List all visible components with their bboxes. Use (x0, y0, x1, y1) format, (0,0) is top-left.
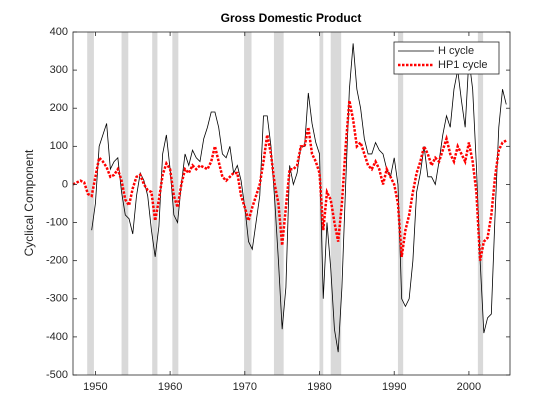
y-axis-label: Cyclical Component (22, 149, 36, 256)
y-tick-label: 100 (50, 140, 68, 152)
y-tick-label: 400 (50, 26, 68, 38)
x-tick-label: 1970 (233, 381, 257, 393)
y-tick-label: 200 (50, 102, 68, 114)
x-tick-label: 1980 (307, 381, 331, 393)
legend-label: H cycle (438, 45, 474, 57)
y-tick-label: -300 (46, 293, 68, 305)
y-tick-label: 0 (62, 178, 68, 190)
recession-band (87, 32, 94, 375)
legend: H cycle HP1 cycle (393, 41, 500, 75)
axes-box (72, 31, 511, 376)
chart-title: Gross Domestic Product (221, 11, 362, 25)
recession-band (397, 32, 404, 375)
y-tick-label: 300 (50, 64, 68, 76)
y-tick-label: -200 (46, 255, 68, 267)
x-tick-label: 1950 (83, 381, 107, 393)
legend-box (393, 41, 500, 75)
x-tick-label: 1960 (158, 381, 182, 393)
y-tick-label: -100 (46, 216, 68, 228)
recession-band (477, 32, 484, 375)
recession-band (244, 32, 252, 375)
recession-band (121, 32, 129, 375)
recession-band (152, 32, 158, 375)
series-line (72, 100, 507, 261)
x-tick-label: 2000 (457, 381, 481, 393)
legend-label: HP1 cycle (438, 59, 488, 71)
x-tick-label: 1990 (382, 381, 406, 393)
recession-band (172, 32, 179, 375)
y-tick-label: -400 (46, 331, 68, 343)
recession-band (330, 32, 342, 375)
plot-area (73, 32, 510, 375)
y-tick-label: -500 (46, 369, 68, 381)
